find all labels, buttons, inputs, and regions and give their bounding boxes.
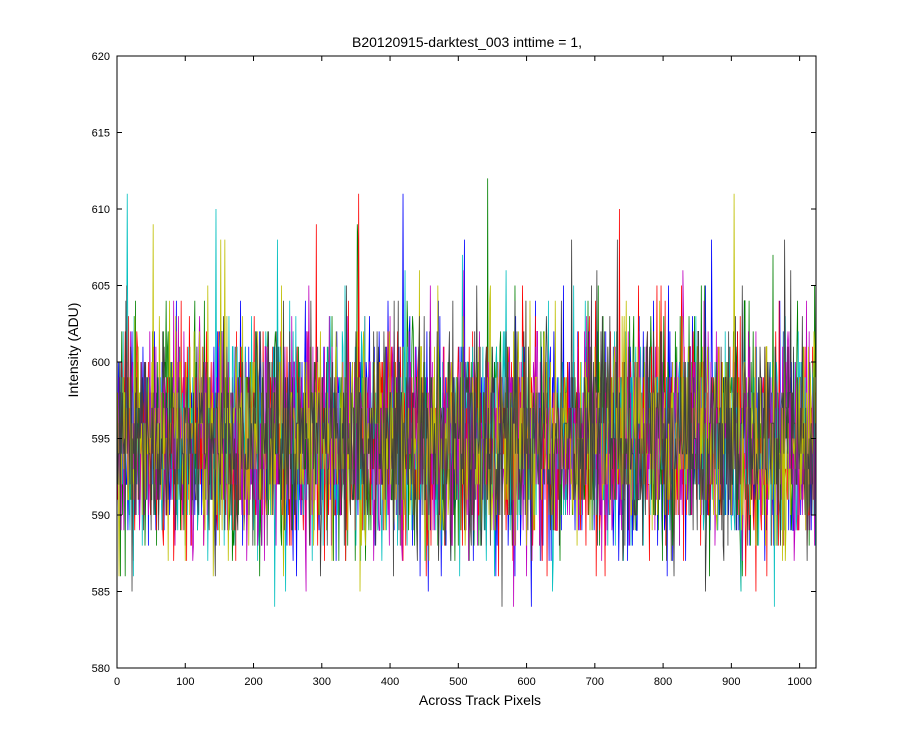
ticks-layer: 0 100 200 300 400 500 600 700 800 900 1000 580 585 59… — [92, 51, 816, 688]
x-tick-label-600: 600 — [517, 676, 535, 688]
series-layer — [117, 178, 816, 607]
series-line-7 — [117, 239, 816, 607]
y-tick-label-605: 605 — [92, 281, 110, 293]
y-tick-label-600: 600 — [92, 357, 110, 369]
y-axis-label: Intensity (ADU) — [65, 303, 81, 398]
x-tick-label-700: 700 — [586, 676, 604, 688]
y-tick-label-580: 580 — [92, 663, 110, 675]
x-tick-label-900: 900 — [722, 676, 740, 688]
x-tick-label-400: 400 — [381, 676, 399, 688]
y-tick-label-585: 585 — [92, 587, 110, 599]
y-tick-label-615: 615 — [92, 128, 110, 140]
x-axis-label: Across Track Pixels — [419, 692, 541, 708]
x-tick-label-500: 500 — [449, 676, 467, 688]
x-tick-label-300: 300 — [313, 676, 331, 688]
x-tick-label-0: 0 — [114, 676, 120, 688]
x-tick-label-1000: 1000 — [787, 676, 811, 688]
x-tick-label-200: 200 — [244, 676, 262, 688]
y-tick-label-595: 595 — [92, 434, 110, 446]
chart-title: B20120915-darktest_003 inttime = 1, — [352, 34, 582, 50]
y-tick-label-590: 590 — [92, 510, 110, 522]
x-tick-label-800: 800 — [654, 676, 672, 688]
x-tick-label-100: 100 — [176, 676, 194, 688]
y-tick-label-610: 610 — [92, 204, 110, 216]
y-tick-label-620: 620 — [92, 51, 110, 63]
